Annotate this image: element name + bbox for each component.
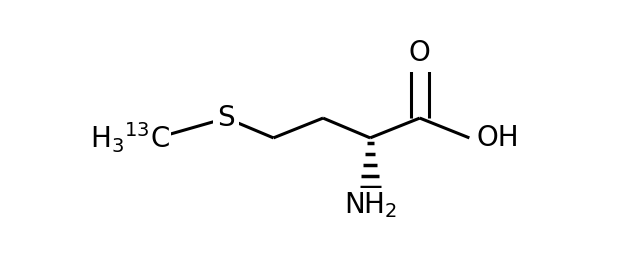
Text: H$_3$$^{13}$C: H$_3$$^{13}$C: [90, 121, 170, 155]
Text: O: O: [409, 39, 431, 67]
Text: OH: OH: [477, 124, 520, 152]
Text: S: S: [218, 104, 235, 132]
Text: NH$_2$: NH$_2$: [344, 190, 397, 220]
